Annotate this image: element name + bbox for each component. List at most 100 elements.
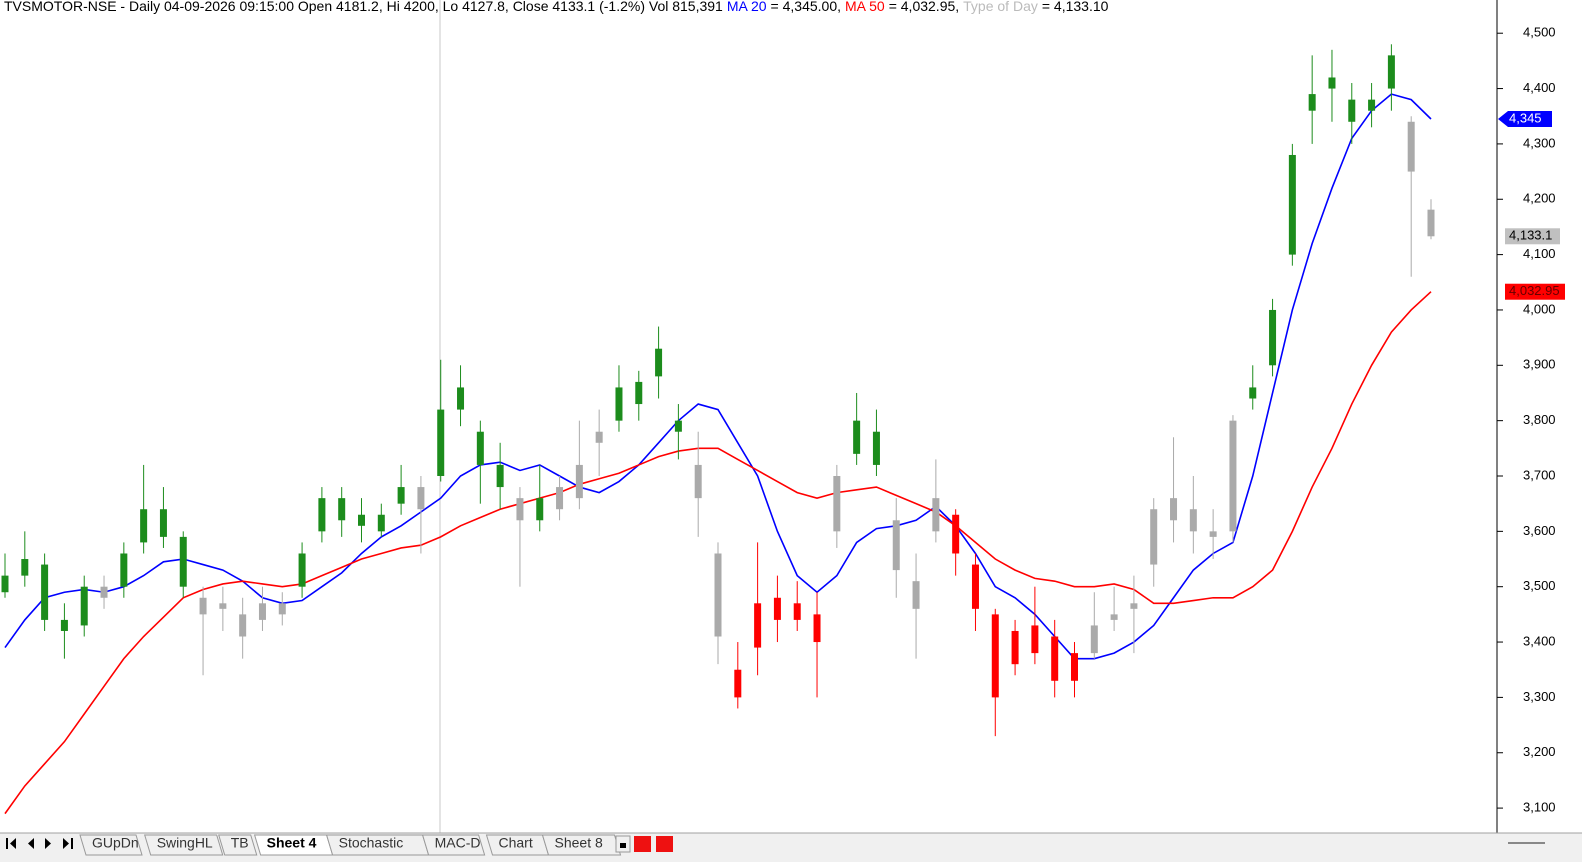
candle-body [1308,94,1316,111]
candle-body [595,431,603,443]
candle-body [1090,625,1098,654]
candle-body [754,603,762,648]
candle-body [21,559,29,576]
candle-body [417,487,425,510]
candle-body [1269,309,1277,366]
y-tick-label: 3,200 [1523,744,1556,759]
candle-body [1387,55,1395,89]
candle-body [377,514,385,532]
candle-body [694,464,702,499]
candle-body [1011,630,1019,665]
y-tick-label: 3,300 [1523,689,1556,704]
header: TVSMOTOR-NSE - Daily 04-09-2026 09:15:00… [4,0,1109,14]
candle-body [1348,99,1356,122]
type-of-day-value: = 4,133.10 [1042,0,1109,14]
price-badge [1498,111,1552,127]
tab-label[interactable]: Stochastic [339,835,404,851]
nav-buttons[interactable] [6,838,73,849]
tab-label[interactable]: SwingHL [157,835,213,851]
candle-body [516,498,524,521]
tab[interactable] [79,834,143,856]
candle-body [536,498,544,521]
candle-body [219,603,227,609]
candle-body [734,669,742,698]
candle-body [813,614,821,643]
y-tick-label: 4,000 [1523,301,1556,316]
tab[interactable] [218,834,258,856]
candle-body [991,614,999,698]
candle-body [575,464,583,499]
tab-label[interactable]: Chart [499,835,533,851]
candle-body [912,581,920,609]
candle-body [318,498,326,532]
candle-body [338,498,346,521]
candle-body [635,381,643,405]
candle-body [1209,531,1217,537]
candle-body [100,586,108,598]
candle-body [1130,603,1138,609]
y-tick-label: 3,100 [1523,800,1556,815]
candle-body [674,420,682,432]
tab-bar: GUpDn SwingHL TB Sheet 4 Stochastic MAC-D Char… [0,832,1582,862]
candle-body [833,476,841,532]
i-button[interactable] [656,836,673,852]
candle-body [793,603,801,620]
candle-body [239,614,247,637]
tab-label[interactable]: GUpDn [92,835,139,851]
tab[interactable] [144,834,224,856]
candle-body [457,387,465,410]
y-tick-label: 3,600 [1523,523,1556,538]
candle-body [853,420,861,454]
candle-body [932,498,940,532]
tab-label[interactable]: MAC-D [435,835,481,851]
y-tick-label: 3,700 [1523,467,1556,482]
candle-body [714,553,722,637]
candle-body [952,514,960,554]
tab[interactable] [541,834,622,856]
ma-line [4,291,1432,815]
y-tick-label: 4,300 [1523,135,1556,150]
y-tick-label: 3,800 [1523,412,1556,427]
candle-body [437,409,445,476]
y-tick-label: 4,500 [1523,25,1556,40]
y-tick-label: 3,500 [1523,578,1556,593]
ma50-value: = 4,032.95, [889,0,959,14]
candle-body [278,603,286,615]
candle-body [1051,636,1059,681]
candle-body [556,487,564,510]
candle-body [1328,77,1336,89]
tab[interactable] [421,834,486,856]
candle-body [892,520,900,571]
tab-label[interactable]: TB [231,835,249,851]
candle-body [476,431,484,465]
tab-label[interactable]: Sheet 8 [555,835,603,851]
candle-body [140,509,148,543]
candle-body [298,553,306,587]
y-tick-label: 3,400 [1523,633,1556,648]
candle-body [120,553,128,587]
candle-body [1407,121,1415,172]
s-button[interactable] [634,836,651,852]
candle-body [258,603,266,620]
candle-body [655,348,663,377]
candle-body [496,464,504,488]
candle-body [1288,154,1296,255]
candle-body [1,575,9,593]
candle-body [1368,99,1376,111]
ma20-value: = 4,345.00, [771,0,841,14]
candle-body [1150,509,1158,565]
header-title: TVSMOTOR-NSE - Daily 04-09-2026 09:15:00… [4,0,723,14]
candle-body [1170,498,1178,521]
lock-icon [620,843,626,848]
candle-body [41,564,49,620]
type-of-day-name: Type of Day [963,0,1038,14]
tab-label[interactable]: Sheet 4 [267,835,317,851]
candle-body [1031,625,1039,654]
candle-body [80,586,88,626]
candle-body [872,431,880,465]
y-tick-label: 4,200 [1523,191,1556,206]
candle-body [1071,653,1078,681]
price-badge-label: 4,133.1 [1509,228,1552,243]
candle-body [1229,420,1237,532]
